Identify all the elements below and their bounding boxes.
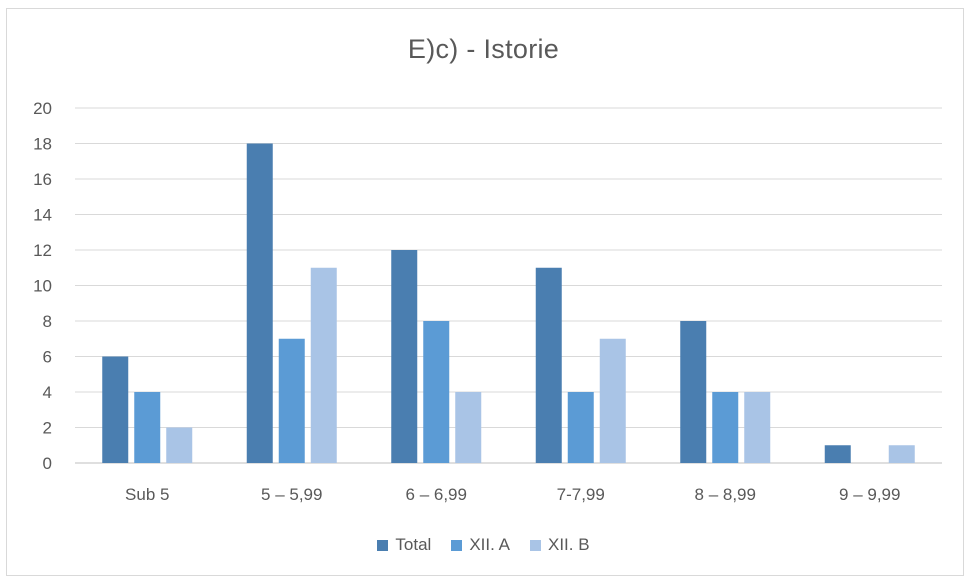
bar-xii-a-3: [567, 392, 594, 463]
bar-xii-b-3: [599, 338, 626, 463]
y-tick-label: 6: [43, 348, 52, 367]
legend-swatch-xii-a: [451, 539, 463, 551]
x-tick-label: 7-7,99: [557, 485, 605, 504]
y-tick-label: 12: [33, 241, 52, 260]
x-tick-label: 6 – 6,99: [406, 485, 467, 504]
bar-total-2: [391, 250, 418, 463]
y-tick-label: 8: [43, 312, 52, 331]
x-tick-label: 5 – 5,99: [261, 485, 322, 504]
bar-xii-b-2: [455, 392, 482, 463]
y-tick-label: 10: [33, 277, 52, 296]
chart-frame: [6, 8, 964, 576]
legend-label-total: Total: [395, 535, 432, 554]
bar-xii-a-0: [134, 392, 161, 463]
bar-xii-b-1: [310, 267, 337, 463]
legend-item-xii-a: XII. A: [451, 535, 510, 555]
y-tick-label: 14: [33, 206, 52, 225]
y-tick-label: 0: [43, 454, 52, 473]
bar-xii-b-5: [888, 445, 915, 463]
bar-total-0: [102, 356, 129, 463]
x-tick-label: Sub 5: [125, 485, 169, 504]
legend-item-xii-b: XII. B: [529, 535, 590, 555]
bar-total-4: [680, 321, 707, 463]
y-tick-label: 16: [33, 170, 52, 189]
legend: Total XII. A XII. B: [0, 535, 967, 555]
y-tick-label: 2: [43, 419, 52, 438]
chart-title: E)c) - Istorie: [407, 34, 560, 64]
x-tick-label: 9 – 9,99: [839, 485, 900, 504]
legend-swatch-xii-b: [529, 539, 541, 551]
bar-xii-b-4: [744, 392, 771, 463]
bar-xii-b-0: [166, 427, 193, 463]
bar-xii-a-2: [423, 321, 450, 463]
legend-label-xii-b: XII. B: [547, 535, 590, 554]
bar-total-5: [824, 445, 851, 463]
y-tick-label: 4: [43, 383, 52, 402]
y-tick-label: 20: [33, 99, 52, 118]
x-tick-label: 8 – 8,99: [695, 485, 756, 504]
bar-xii-a-4: [712, 392, 739, 463]
bar-total-3: [535, 267, 562, 463]
bar-xii-a-1: [278, 338, 305, 463]
legend-item-total: Total: [377, 535, 431, 555]
legend-label-xii-a: XII. A: [469, 535, 510, 554]
bar-total-1: [246, 143, 273, 463]
y-tick-label: 18: [33, 135, 52, 154]
legend-swatch-total: [377, 539, 389, 551]
